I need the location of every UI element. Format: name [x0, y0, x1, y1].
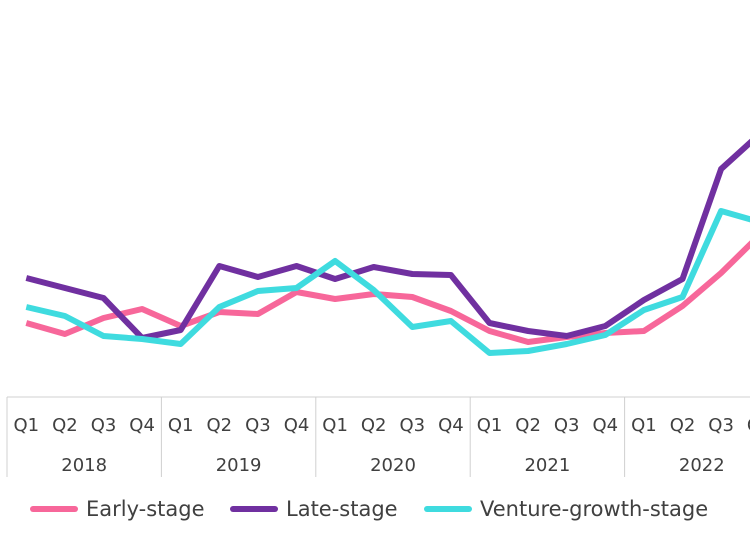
x-tick-label: Q2 — [361, 415, 387, 436]
legend-label: Venture-growth-stage — [480, 497, 708, 521]
x-tick-label: Q1 — [13, 415, 39, 436]
x-tick-label: Q4 — [592, 415, 618, 436]
x-tick-label: Q3 — [91, 415, 117, 436]
x-group-label: 2021 — [524, 455, 570, 476]
x-tick-label: Q4 — [438, 415, 464, 436]
x-tick-label: Q1 — [631, 415, 657, 436]
x-tick-label: Q3 — [245, 415, 271, 436]
x-tick-label: Q1 — [322, 415, 348, 436]
series-line — [25, 208, 750, 356]
x-tick-label: Q2 — [206, 415, 232, 436]
x-tick-label: Q1 — [168, 415, 194, 436]
x-group-label: 2018 — [61, 455, 107, 476]
x-group-label: 2019 — [216, 455, 262, 476]
x-group-label: 2020 — [370, 455, 416, 476]
x-tick-label: Q3 — [554, 415, 580, 436]
legend-label: Late-stage — [286, 497, 398, 521]
x-group-label: 2022 — [679, 455, 725, 476]
x-tick-label: Q1 — [477, 415, 503, 436]
x-tick-label: Q4 — [129, 415, 155, 436]
legend-label: Early-stage — [86, 497, 205, 521]
series-line — [25, 240, 750, 345]
x-tick-label: Q3 — [399, 415, 425, 436]
x-tick-label: Q2 — [515, 415, 541, 436]
x-tick-label: Q3 — [708, 415, 734, 436]
x-tick-label: Q2 — [670, 415, 696, 436]
x-tick-label: Q2 — [52, 415, 78, 436]
x-tick-label: Q4 — [284, 415, 310, 436]
x-tick-label: Q4 — [747, 415, 750, 436]
series-line — [25, 138, 750, 341]
